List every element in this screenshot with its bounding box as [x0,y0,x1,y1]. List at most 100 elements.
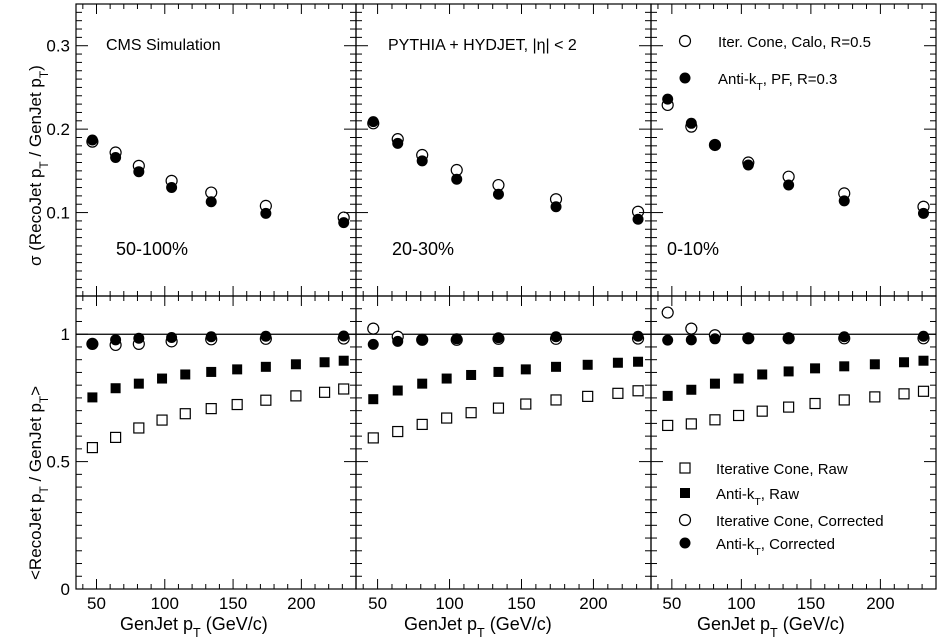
x-tick-label: 50 [87,594,106,613]
legend-marker-open-circle [678,34,692,48]
data-point-filled-circle [662,334,674,346]
data-point-open-square [133,422,145,434]
data-point-filled-square [662,390,673,401]
data-point-open-square [367,432,379,444]
data-point-filled-square [466,369,477,380]
data-point-filled-circle [338,330,350,342]
data-point-filled-circle [416,334,428,346]
data-point-open-square [632,385,644,397]
data-point-filled-square [582,359,593,370]
data-point-open-square [231,398,243,411]
data-point-filled-square [441,373,452,384]
data-point-open-square [838,394,850,406]
y-tick-label: 0.3 [46,37,70,56]
data-point-open-square [492,402,505,414]
legend-marker-filled-circle [679,72,691,84]
data-point-open-circle [367,322,380,335]
data-point-open-circle [661,306,674,319]
x-tick-label: 100 [435,594,463,613]
data-point-filled-square [110,383,121,394]
data-point-filled-square [87,392,98,403]
data-point-filled-circle [133,166,145,178]
data-point-filled-circle [392,137,404,149]
data-point-filled-square [180,369,191,380]
data-point-filled-square [783,366,794,377]
legend-marker-open-circle-corr [678,513,692,527]
data-point-filled-circle [838,331,850,343]
y-axis-title-top: σ (RecoJet pT / GenJet pT) [26,65,51,266]
data-point-filled-circle [685,334,697,346]
data-point-filled-circle [917,207,929,219]
data-point-open-square [898,388,910,400]
data-point-filled-square [157,373,168,384]
data-point-filled-circle [205,196,217,208]
cms-simulation-label: CMS Simulation [106,37,221,54]
legend-label-anti-kt-pf: Anti-kT, PF, R=0.3 [718,71,837,93]
x-tick-label: 100 [151,594,179,613]
x-tick-label: 150 [797,594,825,613]
data-point-filled-circle [742,332,754,344]
data-point-filled-square [493,366,504,377]
data-point-filled-circle [492,332,504,344]
data-point-filled-circle [338,217,350,229]
data-point-filled-circle [685,117,697,129]
data-point-filled-square [368,394,379,405]
data-point-filled-circle [110,334,122,346]
data-point-open-square [318,386,331,398]
data-point-filled-circle [166,182,178,194]
data-point-filled-circle [783,179,795,191]
legend-label-icone-raw: Iterative Cone, Raw [716,461,848,478]
data-point-open-square [709,414,721,426]
data-point-filled-circle [632,330,644,342]
data-point-filled-circle [166,332,178,344]
data-point-open-square [260,394,272,406]
data-point-open-square [441,412,453,424]
data-point-filled-circle [367,116,379,128]
data-point-open-square [465,407,477,419]
y-tick-label: 0.2 [46,120,70,139]
data-point-filled-circle [783,332,795,344]
data-point-open-square [685,418,697,430]
data-point-filled-circle [742,159,754,171]
data-point-filled-circle [260,330,272,342]
data-point-open-square [662,419,674,432]
data-point-open-square [338,383,350,395]
generator-label: PYTHIA + HYDJET, |η| < 2 [388,37,577,54]
data-point-open-square [110,431,122,444]
x-axis-title-3: GenJet pT (GeV/c) [697,614,845,639]
legend-label-icone-corrected: Iterative Cone, Corrected [716,513,884,530]
data-point-open-square [869,391,881,403]
data-point-filled-square [417,378,428,389]
data-point-open-square [156,414,168,426]
data-point-filled-circle [205,331,217,343]
panel-frames [75,3,937,590]
data-point-filled-square [551,361,562,372]
legend-marker-filled-square [680,488,690,498]
data-point-filled-square [133,378,144,389]
data-point-filled-square [319,357,330,368]
x-tick-label: 200 [287,594,315,613]
x-tick-label: 150 [507,594,535,613]
data-point-open-square [550,394,562,406]
data-point-filled-square [338,355,349,366]
data-point-filled-circle [550,201,562,213]
data-point-filled-circle [133,332,145,344]
data-point-open-square [392,425,404,438]
x-axis-title-1: GenJet pT (GeV/c) [120,614,268,639]
data-point-filled-square [290,359,301,370]
centrality-label-2: 20-30% [392,239,454,259]
data-point-filled-circle [392,335,404,347]
data-point-filled-square [232,364,243,375]
legend-label-antikt-corrected: Anti-kT, Corrected [716,536,835,558]
data-point-filled-circle [492,188,504,200]
legend-label-antikt-raw: Anti-kT, Raw [716,486,799,508]
legend-marker-open-square [679,462,691,474]
centrality-label-1: 50-100% [116,239,188,259]
data-point-filled-circle [451,333,463,345]
data-point-open-square [917,385,930,397]
x-axis-title-2: GenJet pT (GeV/c) [404,614,552,639]
data-point-filled-circle [709,139,721,151]
y-tick-label: 0.1 [46,204,70,223]
